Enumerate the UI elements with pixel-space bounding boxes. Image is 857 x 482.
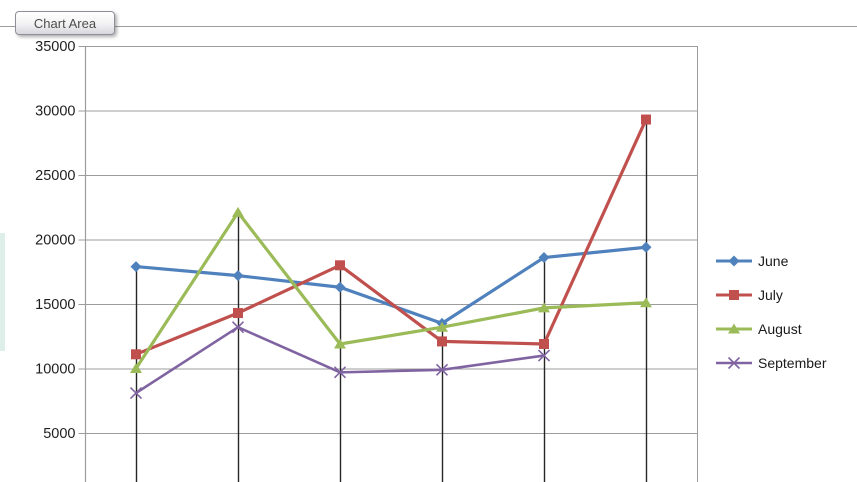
y-axis-tick-label: 20000: [35, 233, 75, 249]
legend-key-june: [716, 255, 752, 267]
series-september[interactable]: [129, 321, 551, 400]
x-marker[interactable]: [537, 349, 551, 362]
diamond-marker[interactable]: [232, 270, 244, 282]
square-marker[interactable]: [539, 338, 549, 349]
y-axis-tick-label: 35000: [35, 39, 75, 55]
square-marker[interactable]: [437, 336, 447, 347]
diamond-marker[interactable]: [538, 252, 550, 264]
square-marker[interactable]: [131, 349, 141, 360]
square-marker[interactable]: [335, 260, 345, 271]
x-marker-stroke: [537, 349, 551, 362]
triangle-marker[interactable]: [640, 297, 652, 308]
triangle-marker[interactable]: [436, 321, 448, 332]
legend-key-july: [716, 290, 752, 300]
x-marker-stroke: [129, 386, 143, 400]
square-marker[interactable]: [729, 290, 739, 300]
legend-key-august: [716, 323, 752, 334]
triangle-marker[interactable]: [538, 302, 550, 313]
y-axis-tick-label: 25000: [35, 168, 75, 184]
x-marker-stroke: [435, 363, 449, 376]
chart-area-tooltip: Chart Area: [15, 11, 115, 35]
left-edge-artifact: [0, 233, 5, 351]
x-marker[interactable]: [435, 363, 449, 376]
diamond-marker[interactable]: [728, 255, 740, 267]
series-august[interactable]: [130, 206, 652, 373]
y-axis-tick-label: 10000: [35, 362, 75, 378]
y-axis-tick-label: 5000: [43, 426, 75, 442]
legend-key-september: [716, 356, 752, 370]
x-marker-stroke: [333, 366, 347, 379]
legend-label: July: [758, 287, 783, 303]
triangle-marker[interactable]: [334, 338, 346, 349]
diamond-marker[interactable]: [640, 241, 652, 253]
y-axis-tick-label: 30000: [35, 104, 75, 120]
legend-label: June: [758, 253, 789, 269]
x-marker[interactable]: [727, 356, 741, 370]
y-axis-tick-label: 15000: [35, 297, 75, 313]
legend-label: September: [758, 355, 827, 371]
diamond-marker[interactable]: [334, 281, 346, 293]
series-line[interactable]: [135, 118, 648, 356]
x-marker[interactable]: [231, 321, 245, 334]
legend-item-june[interactable]: June: [714, 250, 857, 272]
series-july[interactable]: [131, 114, 651, 360]
tooltip-label: Chart Area: [33, 15, 97, 31]
legend: June July August September: [714, 0, 857, 482]
x-marker-stroke: [727, 356, 741, 370]
x-marker-stroke: [231, 321, 245, 334]
square-marker[interactable]: [233, 308, 243, 319]
diamond-marker[interactable]: [130, 261, 142, 273]
legend-item-september[interactable]: September: [714, 352, 857, 374]
legend-item-august[interactable]: August: [714, 318, 857, 340]
triangle-marker[interactable]: [130, 363, 142, 373]
legend-label: August: [758, 321, 802, 337]
legend-item-july[interactable]: July: [714, 284, 857, 306]
triangle-marker[interactable]: [232, 206, 244, 217]
x-marker[interactable]: [129, 386, 143, 400]
series-line[interactable]: [134, 210, 647, 370]
triangle-marker[interactable]: [728, 323, 740, 334]
square-marker[interactable]: [641, 114, 651, 125]
x-marker[interactable]: [333, 366, 347, 379]
